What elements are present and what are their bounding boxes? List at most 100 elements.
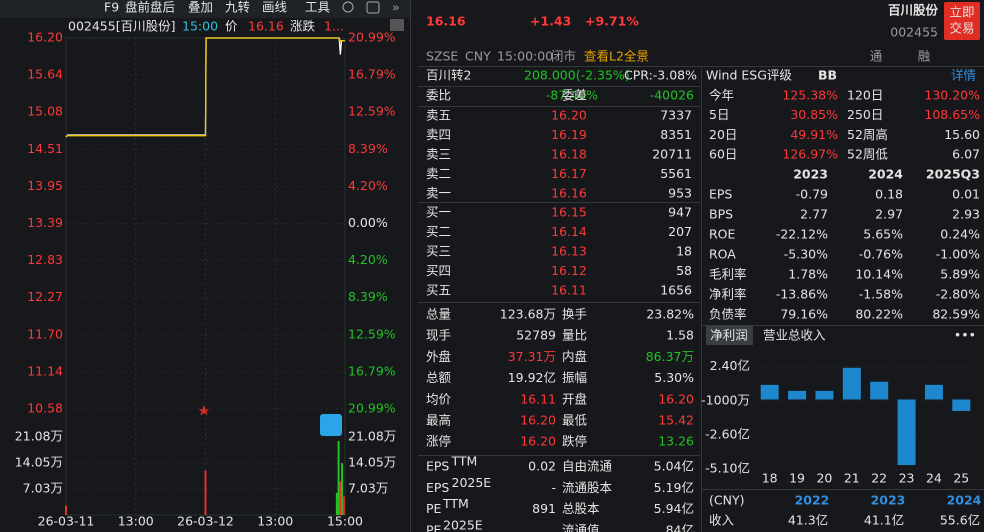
fin-label: 净利率: [709, 287, 747, 302]
return-value: 125.38%: [782, 88, 838, 103]
stat-label: 振幅: [562, 370, 587, 385]
return-label: 60日: [709, 147, 737, 162]
y-tick-label: 13.95: [27, 178, 63, 193]
fin-value: 82.59%: [932, 307, 980, 322]
stat-label: 换手: [562, 307, 587, 322]
level-volume: 20711: [652, 147, 692, 162]
event-icon[interactable]: [320, 414, 342, 436]
tool-icon[interactable]: 通: [870, 49, 883, 64]
stat-value: 52789: [516, 328, 556, 343]
y-tick-label: 12.83: [27, 252, 63, 267]
level-volume: 953: [668, 186, 692, 201]
volume-tick-label: 7.03万: [348, 480, 388, 495]
esg-label: Wind ESG评级: [706, 68, 792, 83]
year: 2024: [947, 493, 982, 508]
level-volume: 5561: [660, 166, 692, 181]
chart-header-change-label: 涨跌: [290, 19, 316, 34]
y2-tick-label: 16.79%: [348, 363, 396, 378]
bar: [788, 390, 807, 400]
y2-tick-label: 12.59%: [348, 326, 396, 341]
fin-value: 2.77: [800, 207, 828, 222]
x-tick-label: 26-03-11: [38, 514, 95, 529]
change: +1.43: [530, 14, 571, 29]
tab[interactable]: 净利润: [710, 328, 748, 343]
toolbar-item[interactable]: 叠加: [188, 0, 213, 15]
y2-tick-label: 12.59%: [348, 104, 396, 119]
tool-icon[interactable]: 融: [918, 49, 931, 64]
y-tick-label: 11.70: [27, 327, 63, 342]
trade-label[interactable]: 立即: [949, 5, 974, 20]
stat-value: 13.26: [658, 434, 694, 449]
x-tick-label: 26-03-12: [177, 514, 234, 529]
revenue-label: 收入: [709, 513, 735, 528]
change-pct: +9.71%: [585, 14, 639, 29]
quote-currency: CNY: [465, 49, 491, 64]
stat-value: 1.58: [666, 328, 694, 343]
trade-button[interactable]: [944, 2, 980, 40]
stock-name: 百川股份: [888, 3, 939, 18]
fin-value: 10.14%: [855, 267, 903, 282]
toolbar-item[interactable]: 画线: [262, 0, 288, 15]
toolbar-item[interactable]: 盘前盘后: [125, 0, 175, 15]
tab[interactable]: 营业总收入: [763, 328, 826, 343]
y-tick-label: -1000万: [701, 392, 750, 407]
volume-tick-label: 21.08万: [348, 429, 396, 444]
volume-bar: [342, 496, 345, 515]
toolbar-item[interactable]: F9: [104, 0, 119, 15]
stat-value: 16.20: [520, 434, 556, 449]
esg-detail[interactable]: 详情: [951, 68, 976, 83]
y-tick-label: 12.27: [27, 289, 63, 304]
fin-header: 2024: [868, 167, 903, 182]
indicator-label: PE: [426, 501, 442, 516]
stat-label: 内盘: [562, 349, 587, 364]
bar: [897, 399, 916, 466]
x-tick-label: 13:00: [118, 514, 154, 529]
level-label: 卖二: [426, 166, 451, 181]
bar: [815, 390, 834, 400]
stat-value: 16.20: [658, 391, 694, 406]
more[interactable]: •••: [954, 328, 976, 343]
stat-label: 外盘: [426, 349, 451, 364]
stat-value: 86.37万: [646, 349, 694, 364]
y-tick-label: 14.51: [27, 141, 63, 156]
trade-label[interactable]: 交易: [949, 21, 974, 36]
return-value: 130.20%: [924, 88, 980, 103]
stat-label: 现手: [426, 328, 451, 343]
stat-label: 跌停: [562, 434, 587, 449]
fin-label: ROA: [709, 247, 736, 262]
fin-value: 0.18: [875, 187, 903, 202]
return-label: 5日: [709, 107, 729, 122]
currency: (CNY): [709, 493, 744, 508]
fin-value: 80.22%: [855, 307, 903, 322]
indicator-value: 5.19亿: [654, 480, 694, 495]
fin-value: -1.00%: [936, 247, 980, 262]
y2-tick-label: 8.39%: [348, 289, 388, 304]
toolbar-item[interactable]: 九转: [225, 0, 250, 15]
chart-header-change: 1...: [324, 19, 344, 34]
price-line: [65, 37, 345, 137]
chart-header-price-label: 价: [225, 19, 238, 34]
return-value: 49.91%: [790, 127, 838, 142]
quote-status: 闭市: [551, 49, 576, 64]
stat-label: 最低: [562, 413, 588, 428]
y-tick-label: 13.39: [27, 215, 63, 230]
stat-label: 总量: [426, 307, 451, 322]
quote-l2[interactable]: 查看L2全景: [584, 49, 649, 64]
indicator-label: EPS: [426, 459, 449, 474]
y-tick-label: -5.10亿: [705, 461, 750, 476]
tab-active[interactable]: [706, 326, 753, 345]
fin-label: BPS: [709, 207, 733, 222]
stat-label: 最高: [426, 413, 451, 428]
tools-icon[interactable]: [366, 1, 380, 14]
level-price: 16.20: [551, 108, 587, 123]
settings-icon[interactable]: [342, 1, 354, 13]
toolbar-item[interactable]: 工具: [305, 0, 331, 15]
indicator-label: 总股本: [562, 501, 600, 516]
y2-tick-label: 0.00%: [348, 215, 388, 230]
bond-quote: 208.000(-2.35%): [524, 68, 630, 83]
return-label: 52周低: [847, 147, 888, 162]
y2-tick-label: 4.20%: [348, 178, 388, 193]
expand-icon[interactable]: »: [392, 0, 400, 15]
bar: [870, 381, 889, 400]
